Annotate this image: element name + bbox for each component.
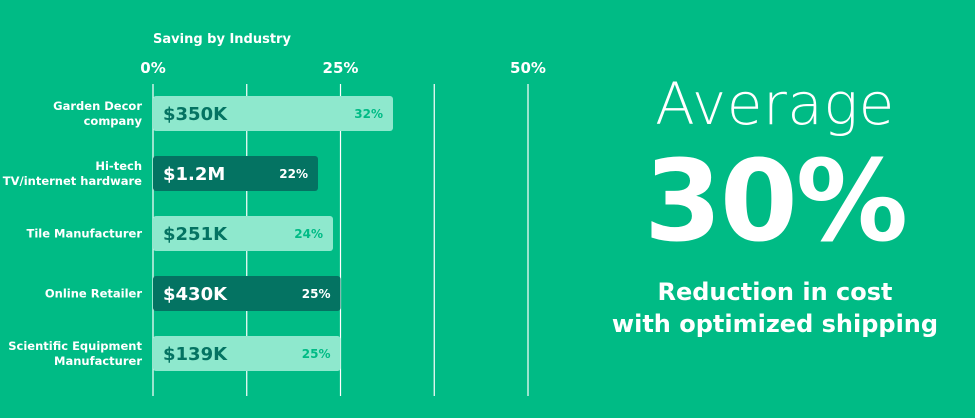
bar (153, 96, 393, 131)
average-label: Average (655, 70, 895, 138)
x-tick-label: 25% (323, 59, 359, 77)
x-tick-label: 50% (510, 59, 546, 77)
savings-bar-chart: Saving by Industry 0% 25% 50% $350K 32% Gard… (3, 32, 546, 396)
bar-value-label: 22% (279, 167, 308, 181)
chart-title: Saving by Industry (153, 32, 291, 47)
bar (153, 156, 318, 191)
bar-amount-label: $139K (163, 344, 228, 365)
category-label: Scientific Equipment Manufacturer (8, 339, 142, 368)
category-label: Tile Manufacturer (26, 227, 142, 241)
category-label: Garden Decor company (53, 99, 142, 128)
summary-line-2: with optimized shipping (611, 310, 939, 338)
bar (153, 276, 341, 311)
bar-amount-label: $251K (163, 224, 228, 245)
bar-amount-label: $350K (163, 104, 228, 125)
category-label: Online Retailer (45, 287, 142, 301)
category-label: Hi-tech TV/internet hardware (3, 159, 142, 188)
summary-panel: Average 30% Reduction in cost with optim… (585, 70, 965, 340)
bar-value-label: 25% (302, 347, 331, 361)
bar-value-label: 25% (302, 287, 331, 301)
average-value: 30% (643, 137, 908, 267)
bar-value-label: 32% (354, 107, 383, 121)
x-tick-label: 0% (140, 59, 165, 77)
summary-line-1: Reduction in cost (657, 278, 893, 306)
bar (153, 336, 341, 371)
bar (153, 216, 333, 251)
bar-amount-label: $430K (163, 284, 228, 305)
bar-amount-label: $1.2M (163, 164, 225, 185)
bar-value-label: 24% (294, 227, 323, 241)
